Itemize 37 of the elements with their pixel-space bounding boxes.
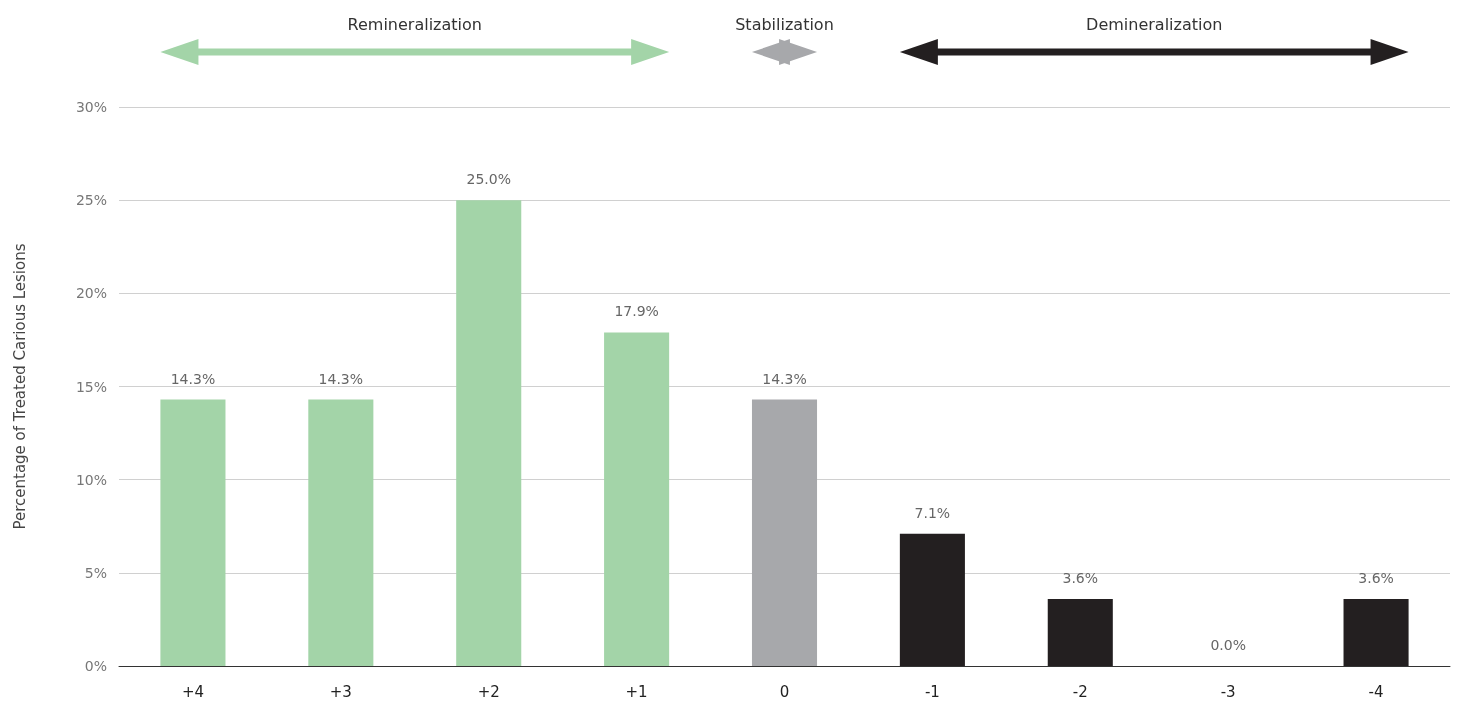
x-tick-label: +1 bbox=[625, 682, 648, 701]
x-tick-label: -4 bbox=[1368, 682, 1384, 701]
y-tick-label: 15% bbox=[75, 378, 107, 395]
data-label: 25.0% bbox=[466, 171, 511, 188]
data-label: 7.1% bbox=[914, 504, 951, 521]
bar bbox=[308, 399, 374, 666]
bar bbox=[1047, 598, 1113, 666]
bar bbox=[604, 332, 670, 666]
data-label: 14.3% bbox=[170, 370, 216, 387]
y-axis-title: Percentage of Treated Carious Lesions bbox=[10, 243, 29, 530]
data-label: 3.6% bbox=[1062, 569, 1099, 586]
bar bbox=[751, 399, 818, 666]
text: Demineralization bbox=[1086, 15, 1223, 34]
bar bbox=[1343, 598, 1409, 666]
x-tick-label: +2 bbox=[477, 682, 500, 701]
bar bbox=[899, 533, 965, 666]
data-label: 17.9% bbox=[614, 303, 659, 320]
data-label: 14.3% bbox=[318, 370, 364, 387]
bar bbox=[456, 200, 522, 666]
text: Remineralization bbox=[347, 15, 482, 34]
data-label: 3.6% bbox=[1358, 569, 1394, 586]
x-tick-label: -3 bbox=[1220, 682, 1236, 701]
text: Stabilization bbox=[735, 15, 834, 34]
x-tick-label: 0 bbox=[779, 682, 790, 701]
y-tick-label: 10% bbox=[75, 471, 107, 488]
y-tick-label: 0% bbox=[84, 658, 107, 674]
y-tick-label: 30% bbox=[75, 99, 107, 115]
x-tick-label: -1 bbox=[924, 682, 940, 701]
x-tick-label: +3 bbox=[329, 682, 352, 701]
y-tick-label: 20% bbox=[75, 285, 107, 302]
x-tick-label: -2 bbox=[1072, 682, 1088, 701]
data-label: 0.0% bbox=[1210, 637, 1246, 653]
data-label: 14.3% bbox=[762, 370, 807, 387]
y-tick-label: 25% bbox=[75, 192, 107, 209]
y-tick-label: 5% bbox=[84, 564, 107, 581]
x-tick-label: +4 bbox=[181, 682, 205, 701]
bar bbox=[160, 399, 226, 666]
